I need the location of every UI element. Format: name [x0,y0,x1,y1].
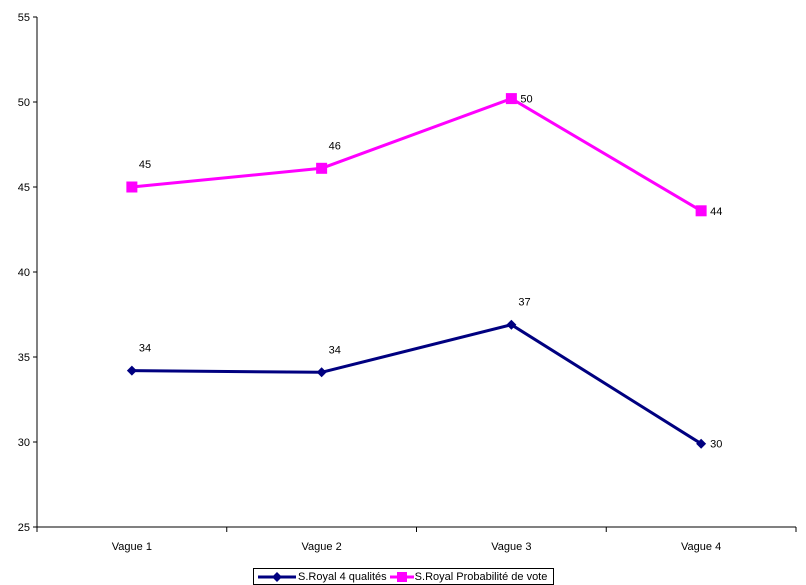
data-point-diamond [127,366,137,376]
y-tick-label: 35 [18,352,30,364]
x-tick-label: Vague 3 [491,541,531,553]
y-tick-label: 50 [18,97,30,109]
legend-label-probabilite: S.Royal Probabilité de vote [415,571,548,583]
data-label: 46 [329,140,341,152]
series-line-2 [132,99,701,211]
y-tick-label: 30 [18,437,30,449]
data-label: 37 [518,297,530,309]
y-tick-label: 45 [18,182,30,194]
x-tick-label: Vague 2 [302,541,342,553]
series-line-1 [132,325,701,444]
y-tick-label: 40 [18,267,30,279]
data-label: 44 [710,206,722,218]
legend-swatch-diamond-icon [256,570,298,584]
legend-entry-4-qualites: S.Royal 4 qualités [256,570,389,584]
data-label: 34 [329,344,341,356]
chart-axes: 25 30 35 40 45 50 55 Vague 1 Vague 2 Vague 3 Vague… [18,12,796,553]
data-point-square [696,205,707,216]
data-point-square [126,182,137,193]
data-label: 50 [520,94,532,106]
x-tick-label: Vague 4 [681,541,721,553]
data-label: 34 [139,343,151,355]
legend-entry-probabilite: S.Royal Probabilité de vote [389,570,550,584]
data-label: 45 [139,159,151,171]
chart-legend: S.Royal 4 qualités S.Royal Probabilité d… [253,568,554,585]
x-tick-label: Vague 1 [112,541,152,553]
data-point-diamond [317,367,327,377]
legend-swatch-square-icon [389,570,415,584]
legend-label-4-qualites: S.Royal 4 qualités [298,571,387,583]
data-point-square [316,163,327,174]
data-label: 30 [710,439,722,451]
data-point-square [506,93,517,104]
chart-series: 34 34 37 30 45 46 50 44 [126,93,722,451]
y-tick-label: 25 [18,522,30,534]
y-tick-label: 55 [18,12,30,24]
